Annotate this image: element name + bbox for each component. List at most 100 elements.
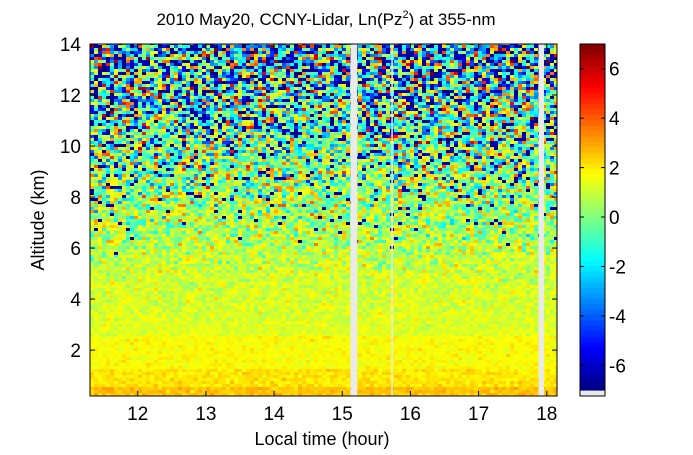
heatmap-cell (146, 324, 150, 327)
heatmap-cell (386, 273, 390, 276)
heatmap-cell (494, 297, 498, 300)
heatmap-cell (366, 327, 370, 330)
heatmap-cell (182, 285, 186, 288)
heatmap-cell (262, 270, 266, 273)
heatmap-cell (522, 315, 526, 318)
heatmap-cell (362, 360, 366, 363)
heatmap-cell (314, 282, 318, 285)
heatmap-cell (414, 279, 418, 282)
heatmap-cell (210, 303, 214, 306)
heatmap-cell (358, 381, 362, 384)
heatmap-cell (458, 375, 462, 378)
heatmap-cell (394, 279, 398, 282)
heatmap-cell (222, 318, 226, 321)
heatmap-cell (102, 372, 106, 375)
heatmap-cell (530, 393, 534, 396)
heatmap-cell (262, 300, 266, 303)
heatmap-cell (394, 327, 398, 330)
heatmap-cell (114, 321, 118, 324)
heatmap-cell (510, 357, 514, 360)
heatmap-cell (210, 291, 214, 294)
heatmap-cell (170, 387, 174, 390)
heatmap-cell (346, 348, 350, 351)
heatmap-cell (182, 327, 186, 330)
heatmap-cell (474, 381, 478, 384)
heatmap-cell (530, 339, 534, 342)
heatmap-cell (370, 378, 374, 381)
heatmap-cell (218, 378, 222, 381)
heatmap-cell (174, 276, 178, 279)
heatmap-cell (362, 270, 366, 273)
heatmap-cell (306, 303, 310, 306)
heatmap-cell (106, 309, 110, 312)
heatmap-cell (202, 282, 206, 285)
heatmap-cell (394, 276, 398, 279)
heatmap-cell (118, 372, 122, 375)
heatmap-cell (246, 303, 250, 306)
heatmap-cell (114, 345, 118, 348)
heatmap-cell (298, 393, 302, 396)
heatmap-cell (314, 276, 318, 279)
heatmap-cell (134, 384, 138, 387)
heatmap-cell (258, 333, 262, 336)
heatmap-cell (414, 282, 418, 285)
heatmap-cell (250, 282, 254, 285)
heatmap-cell (502, 333, 506, 336)
heatmap-cell (490, 318, 494, 321)
heatmap-cell (466, 318, 470, 321)
heatmap-cell (486, 384, 490, 387)
heatmap-cell (170, 309, 174, 312)
heatmap-cell (374, 369, 378, 372)
heatmap-cell (270, 330, 274, 333)
heatmap-cell (426, 324, 430, 327)
heatmap-cell (198, 312, 202, 315)
heatmap-cell (422, 342, 426, 345)
heatmap-cell (334, 330, 338, 333)
heatmap-cell (450, 282, 454, 285)
heatmap-cell (318, 375, 322, 378)
heatmap-cell (230, 330, 234, 333)
heatmap-cell (486, 330, 490, 333)
heatmap-cell (330, 297, 334, 300)
heatmap-cell (90, 354, 94, 357)
heatmap-cell (434, 297, 438, 300)
heatmap-cell (294, 300, 298, 303)
heatmap-cell (282, 369, 286, 372)
heatmap-cell (358, 369, 362, 372)
heatmap-cell (154, 270, 158, 273)
heatmap-cell (210, 273, 214, 276)
heatmap-cell (126, 333, 130, 336)
heatmap-cell (174, 321, 178, 324)
heatmap-cell (138, 348, 142, 351)
heatmap-cell (442, 306, 446, 309)
heatmap-cell (118, 318, 122, 321)
heatmap-cell (522, 303, 526, 306)
heatmap-cell (206, 339, 210, 342)
heatmap-cell (326, 318, 330, 321)
heatmap-cell (362, 369, 366, 372)
heatmap-cell (138, 279, 142, 282)
heatmap-cell (530, 315, 534, 318)
heatmap-cell (254, 390, 258, 393)
heatmap-cell (166, 273, 170, 276)
heatmap-cell (502, 393, 506, 396)
heatmap-cell (370, 393, 374, 396)
heatmap-cell (522, 369, 526, 372)
heatmap-cell (522, 291, 526, 294)
heatmap-cell (122, 375, 126, 378)
heatmap-cell (150, 390, 154, 393)
heatmap-cell (522, 387, 526, 390)
heatmap-cell (210, 333, 214, 336)
heatmap-cell (250, 357, 254, 360)
heatmap-cell (310, 384, 314, 387)
heatmap-cell (306, 390, 310, 393)
heatmap-cell (462, 318, 466, 321)
heatmap-cell (334, 294, 338, 297)
heatmap-cell (114, 276, 118, 279)
heatmap-cell (142, 372, 146, 375)
heatmap-cell (246, 357, 250, 360)
heatmap-cell (262, 387, 266, 390)
heatmap-cell (258, 366, 262, 369)
heatmap-cell (130, 267, 134, 270)
heatmap-cell (358, 315, 362, 318)
